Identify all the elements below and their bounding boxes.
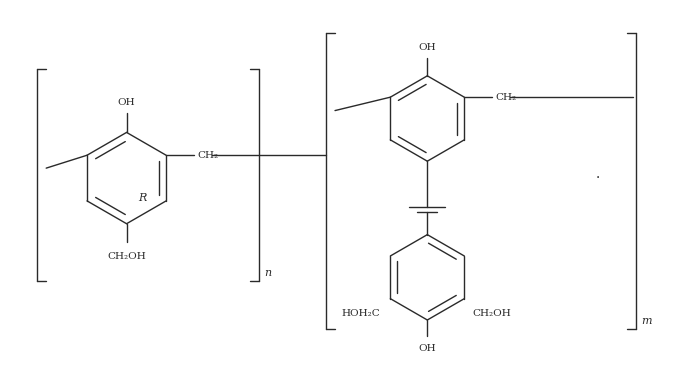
Text: CH₂: CH₂ bbox=[197, 151, 218, 160]
Text: ·: · bbox=[596, 171, 601, 185]
Text: CH₂: CH₂ bbox=[495, 93, 516, 102]
Text: OH: OH bbox=[419, 344, 436, 353]
Text: OH: OH bbox=[118, 98, 135, 107]
Text: CH₂OH: CH₂OH bbox=[107, 251, 146, 260]
Text: HOH₂C: HOH₂C bbox=[342, 308, 380, 317]
Text: CH₂OH: CH₂OH bbox=[472, 308, 511, 317]
Text: OH: OH bbox=[419, 43, 436, 52]
Text: n: n bbox=[264, 268, 272, 278]
Text: R: R bbox=[138, 193, 147, 203]
Text: m: m bbox=[642, 316, 652, 326]
